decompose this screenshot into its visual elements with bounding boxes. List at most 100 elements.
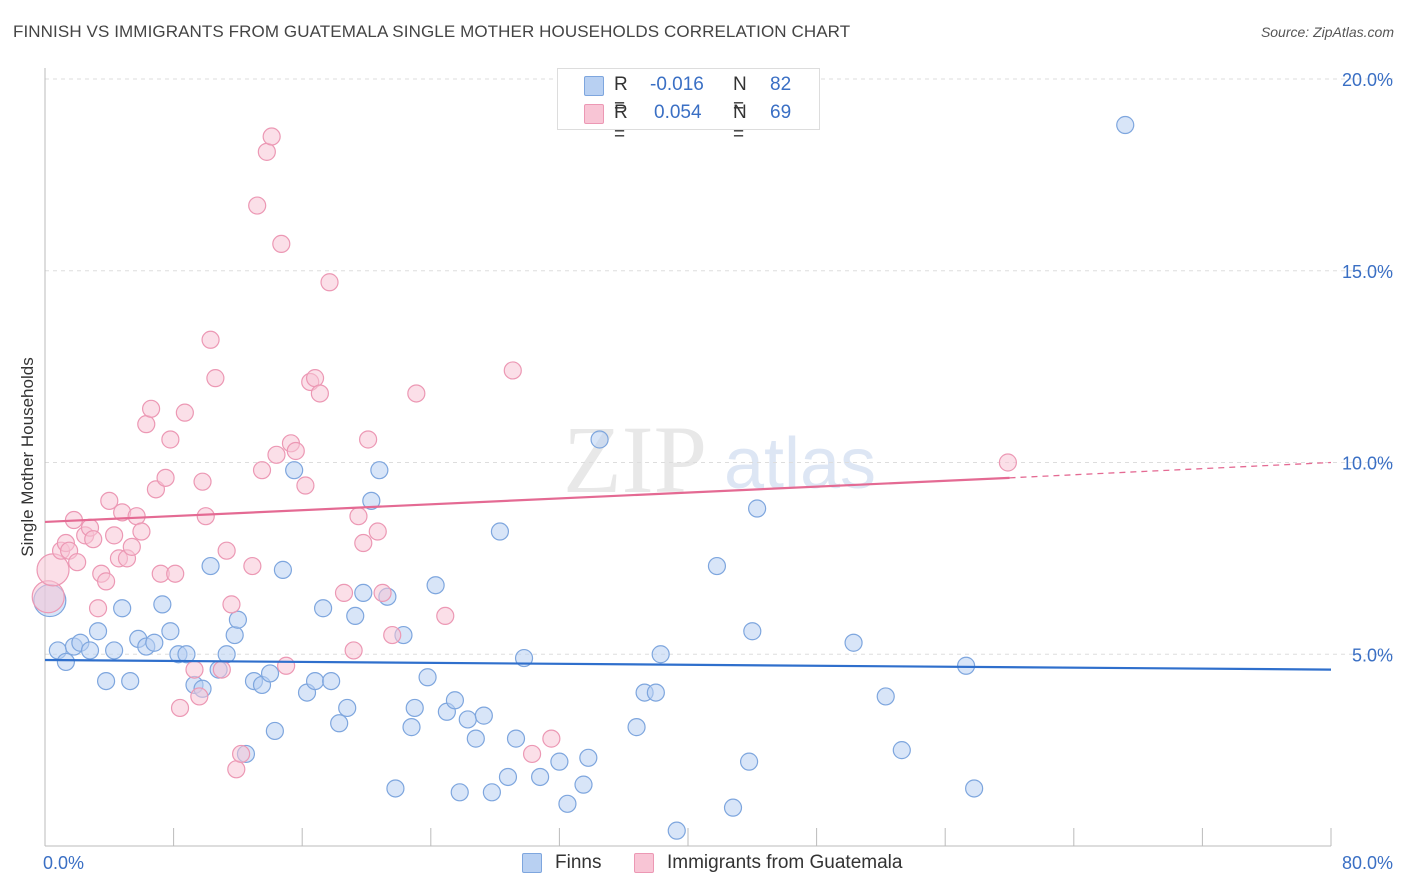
finns-legend-label: Finns [555, 852, 602, 873]
finns-point [313, 599, 333, 618]
guatemala-point [522, 744, 542, 764]
guatemala-r-label: R = [614, 102, 628, 145]
guatemala-point [201, 330, 220, 349]
x-tick-label-min: 0.0% [43, 853, 84, 873]
finns-point [418, 668, 437, 687]
finns-point [892, 741, 911, 760]
finns-point [482, 783, 501, 802]
finns-point [426, 576, 445, 595]
finns-point [506, 729, 526, 748]
finns-point [225, 625, 244, 645]
guatemala-trend-line [44, 476, 1010, 524]
x-tick-label-max: 80.0% [1342, 853, 1393, 873]
finns-point [558, 794, 577, 813]
finns-point [514, 648, 534, 668]
guatemala-r-value: 0.054 [654, 102, 702, 123]
guatemala-point [320, 273, 339, 292]
guatemala-point [310, 384, 329, 403]
guatemala-point [132, 522, 151, 541]
finns-point [217, 645, 236, 664]
finns-point [550, 752, 569, 771]
guatemala-point [383, 625, 402, 645]
guatemala-point [248, 196, 267, 215]
chart-source: Source: ZipAtlas.com [1260, 24, 1394, 40]
finns-point [723, 798, 743, 817]
finns-point [362, 491, 381, 510]
guatemala-legend-label: Immigrants from Guatemala [667, 852, 903, 873]
guatemala-point [193, 472, 212, 491]
guatemala-point [252, 461, 272, 480]
guatemala-point [227, 760, 246, 779]
finns-point [474, 706, 493, 725]
finns-r-value: -0.016 [650, 74, 704, 95]
finns-point [153, 595, 172, 614]
finns-point [707, 556, 727, 576]
finns-point [965, 779, 984, 798]
guatemala-point [286, 441, 305, 461]
finns-point [265, 721, 284, 741]
finns-point [402, 718, 421, 737]
guatemala-point [436, 606, 455, 626]
guatemala-trend-extension [1009, 461, 1332, 479]
guatemala-point [407, 384, 426, 403]
finns-point [405, 698, 424, 718]
guatemala-point [349, 507, 368, 526]
finns-point [285, 461, 304, 480]
finns-points [33, 115, 1135, 840]
finns-point [354, 583, 373, 602]
guatemala-point [257, 142, 276, 161]
finns-point [386, 779, 405, 798]
finns-point [228, 610, 247, 629]
guatemala-point [262, 127, 281, 146]
chart-title: FINNISH VS IMMIGRANTS FROM GUATEMALA SIN… [13, 22, 851, 41]
finns-point [667, 821, 686, 840]
finns-point [346, 606, 365, 626]
finns-point [1116, 115, 1135, 135]
finns-point [201, 556, 220, 576]
finns-legend-swatch [522, 853, 542, 873]
guatemala-point [359, 430, 378, 449]
guatemala-point [96, 572, 116, 591]
guatemala-point [122, 537, 141, 556]
guatemala-n-value: 69 [770, 102, 792, 123]
finns-point [330, 714, 349, 733]
guatemala-point [334, 583, 354, 602]
guatemala-point [84, 530, 103, 549]
guatemala-point [243, 556, 262, 576]
guatemala-point [206, 369, 225, 388]
guatemala-point [277, 656, 296, 675]
finns-point [96, 671, 116, 691]
finns-point [748, 499, 767, 518]
guatemala-point [161, 430, 180, 449]
guatemala-point [105, 526, 124, 545]
guatemala-point [68, 553, 87, 572]
guatemala-point [344, 641, 363, 660]
finns-point [338, 698, 357, 718]
finns-point [80, 641, 100, 660]
guatemala-point [127, 507, 146, 526]
guatemala-point [998, 453, 1017, 472]
finns-trend-line [44, 658, 1332, 671]
guatemala-point [267, 445, 286, 464]
finns-point [646, 683, 665, 702]
guatemala-point [190, 687, 209, 706]
y-tick-label: 5.0% [1352, 645, 1393, 665]
finns-point [322, 671, 341, 691]
y-tick-label: 10.0% [1342, 454, 1393, 474]
finns-point [450, 783, 469, 802]
finns-point [445, 691, 465, 710]
finns-point [105, 641, 124, 660]
finns-point [876, 687, 895, 706]
guatemala-point [212, 660, 231, 679]
finns-point [590, 430, 609, 449]
trend-lines [44, 461, 1332, 671]
guatemala-point [354, 533, 373, 553]
finns-point [161, 622, 180, 641]
guatemala-point [373, 583, 392, 602]
finns-point [739, 752, 759, 771]
guatemala-point [196, 507, 215, 526]
guatemala-point [222, 595, 241, 614]
finns-n-label: N = [733, 74, 747, 117]
finns-point [490, 522, 510, 541]
finns-point [651, 645, 670, 664]
